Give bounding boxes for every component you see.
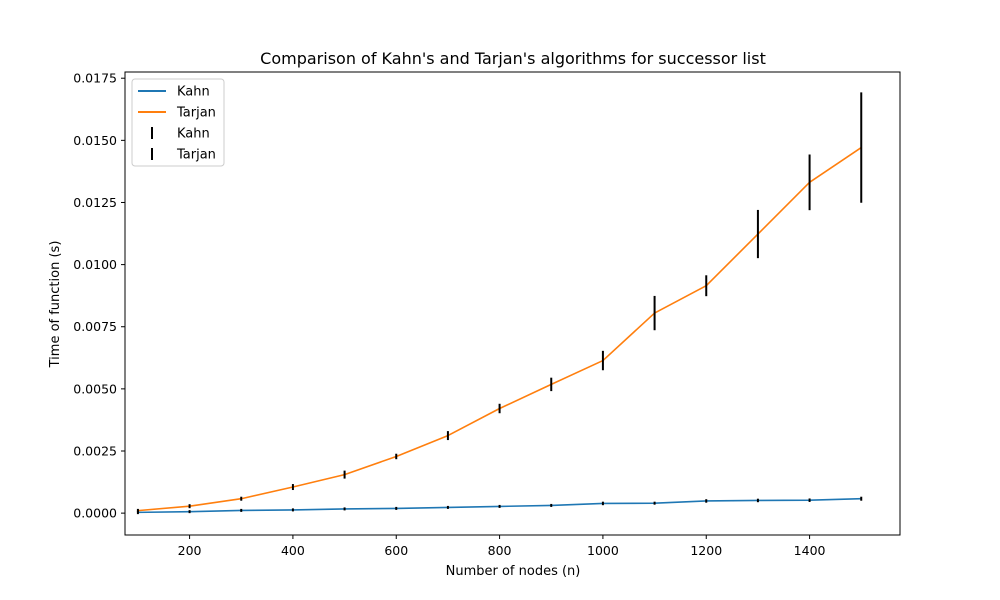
x-tick-label: 1200 [690,543,722,558]
y-axis-label: Time of function (s) [48,241,63,369]
chart-title: Comparison of Kahn's and Tarjan's algori… [260,49,766,68]
y-tick-label: 0.0050 [73,381,117,396]
legend-label: Kahn [177,127,210,142]
legend-label: Tarjan [176,106,216,121]
plot-area [124,71,901,536]
y-tick-label: 0.0000 [73,506,117,521]
x-tick-label: 200 [178,543,202,558]
x-tick-label: 1400 [794,543,826,558]
y-tick-label: 0.0150 [73,133,117,148]
y-tick-label: 0.0025 [73,443,117,458]
x-axis-label: Number of nodes (n) [446,564,581,579]
y-tick-label: 0.0075 [73,319,117,334]
y-axis: 0.0000 0.0025 0.0050 0.0075 0.0100 0.0125 0.01… [73,71,125,521]
x-tick-label: 600 [384,543,408,558]
legend: Kahn Tarjan Kahn Tarjan [131,78,225,167]
legend-label: Tarjan [176,148,216,163]
x-tick-label: 400 [281,543,305,558]
y-tick-label: 0.0125 [73,195,117,210]
x-tick-label: 1000 [587,543,619,558]
y-tick-label: 0.0100 [73,257,117,272]
x-tick-label: 800 [488,543,512,558]
error-bars [136,92,863,515]
legend-label: Kahn [177,85,210,100]
y-tick-label: 0.0175 [73,71,117,86]
legend-box [131,78,225,167]
x-axis: 200 400 600 800 1000 1200 1400 [178,535,826,558]
